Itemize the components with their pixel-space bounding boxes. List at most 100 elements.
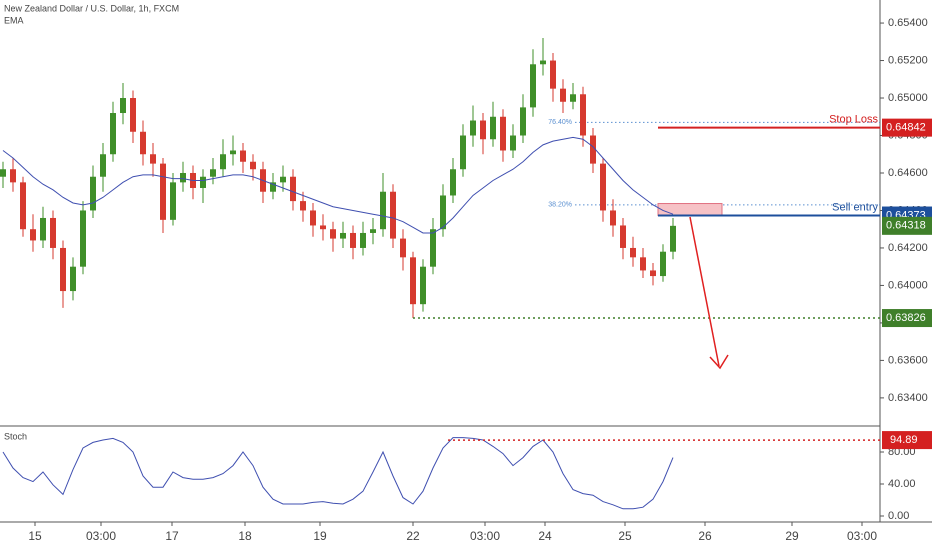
- stoch-title: Stoch: [4, 431, 27, 441]
- candle-body: [400, 238, 406, 258]
- candle-body: [180, 172, 186, 183]
- candle-body: [130, 98, 136, 132]
- candle-body: [60, 247, 66, 292]
- candle-body: [480, 120, 486, 140]
- candle-body: [140, 131, 146, 155]
- x-tick-label: 03:00: [847, 529, 877, 543]
- x-tick-label: 22: [406, 529, 420, 543]
- x-tick-label: 25: [618, 529, 632, 543]
- candle-body: [80, 210, 86, 267]
- candle-body: [360, 232, 366, 248]
- candle-body: [220, 154, 226, 170]
- y-tick-label: 0.64200: [888, 242, 928, 254]
- y-tick-label: 0.65000: [888, 92, 928, 104]
- stoch-line: [2, 437, 674, 510]
- candle-body: [380, 191, 386, 230]
- candle-body: [420, 266, 426, 305]
- x-tick-label: 18: [238, 529, 252, 543]
- y-tick-label: 40.00: [888, 478, 916, 490]
- candle-body: [410, 257, 416, 305]
- candle-body: [640, 257, 646, 271]
- y-tick-label: 0.63600: [888, 354, 928, 366]
- y-tick-label: 0.65400: [888, 17, 928, 29]
- candle-body: [340, 232, 346, 239]
- candle-body: [430, 229, 436, 267]
- y-tick-label: 0.63400: [888, 392, 928, 404]
- x-tick-label: 19: [313, 529, 327, 543]
- fib-label: 38.20%: [548, 202, 572, 209]
- candle-body: [200, 176, 206, 188]
- fib-label: 76.40%: [548, 119, 572, 126]
- candle-body: [40, 217, 46, 241]
- candle-body: [240, 150, 246, 162]
- candle-body: [230, 150, 236, 155]
- entry-zone: [657, 203, 723, 217]
- chart-title: New Zealand Dollar / U.S. Dollar, 1h, FX…: [4, 3, 179, 13]
- x-tick-label: 03:00: [86, 529, 116, 543]
- x-tick-label: 29: [785, 529, 799, 543]
- y-tick-label: 0.65200: [888, 54, 928, 66]
- x-tick-label: 26: [698, 529, 712, 543]
- x-tick-label: 03:00: [470, 529, 500, 543]
- candle-body: [560, 88, 566, 102]
- price-label: 94.89: [890, 434, 918, 446]
- level-name: Sell entry: [832, 201, 878, 213]
- y-tick-label: 0.64000: [888, 279, 928, 291]
- level-name: Stop Loss: [829, 114, 878, 126]
- candle-body: [610, 210, 616, 226]
- arrow: [689, 216, 729, 370]
- candle-body: [310, 210, 316, 226]
- candle-body: [210, 169, 216, 177]
- candle-body: [450, 169, 456, 196]
- candle-body: [50, 217, 56, 248]
- candle-body: [600, 163, 606, 211]
- candle-body: [540, 60, 546, 65]
- candle-body: [30, 229, 36, 241]
- arrow-shaft: [689, 216, 720, 367]
- candle-body: [20, 182, 26, 230]
- candle-body: [460, 135, 466, 170]
- candle-body: [90, 176, 96, 211]
- candle-body: [630, 247, 636, 258]
- candle-body: [490, 116, 496, 140]
- price-label: 0.64842: [886, 122, 926, 134]
- candle-body: [670, 225, 676, 252]
- y-tick-label: 0.64600: [888, 167, 928, 179]
- candle-body: [250, 161, 256, 170]
- candle-body: [620, 225, 626, 248]
- x-tick-label: 24: [538, 529, 552, 543]
- candle-body: [270, 182, 276, 192]
- candle-body: [170, 182, 176, 220]
- candle-body: [510, 135, 516, 151]
- price-label-box: [882, 118, 932, 137]
- candle-body: [520, 107, 526, 136]
- candle-body: [590, 135, 596, 164]
- candle-body: [290, 176, 296, 202]
- candle-body: [100, 154, 106, 177]
- candle-body: [330, 229, 336, 239]
- candle-body: [300, 201, 306, 211]
- candle-body: [10, 169, 16, 183]
- x-tick-label: 17: [165, 529, 179, 543]
- indicator-label: EMA: [4, 15, 24, 25]
- candle-body: [70, 266, 76, 292]
- candle-body: [280, 176, 286, 183]
- candle-body: [470, 120, 476, 136]
- candle-body: [350, 232, 356, 248]
- price-label-box: [882, 309, 932, 328]
- candle-body: [370, 229, 376, 233]
- candle-body: [650, 270, 656, 277]
- price-label-box: [882, 216, 932, 235]
- candle-body: [530, 64, 536, 108]
- candle-body: [570, 94, 576, 102]
- candle-body: [390, 191, 396, 239]
- candle-body: [150, 154, 156, 164]
- candle-body: [110, 113, 116, 155]
- candle-body: [500, 116, 506, 151]
- x-tick-label: 15: [28, 529, 42, 543]
- candle-body: [550, 60, 556, 89]
- candle-body: [160, 163, 166, 220]
